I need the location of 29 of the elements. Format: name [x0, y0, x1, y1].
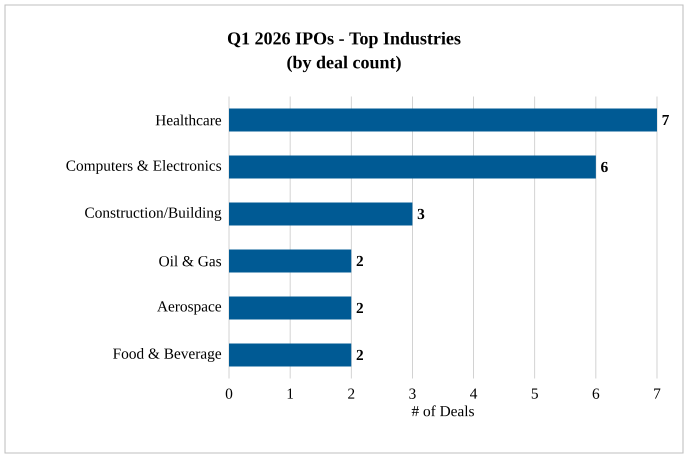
- y-tick-label: Construction/Building: [85, 207, 222, 221]
- data-label: 6: [601, 162, 608, 172]
- x-tick-label: 7: [654, 388, 660, 399]
- y-tick-label: Food & Beverage: [113, 348, 222, 362]
- bar: [229, 343, 352, 366]
- data-label: 2: [356, 350, 363, 360]
- bar: [229, 296, 352, 320]
- y-tick-label: Computers & Electronics: [66, 160, 222, 174]
- data-label: 2: [356, 256, 363, 266]
- data-label: 7: [662, 114, 669, 126]
- bar: [229, 249, 352, 272]
- bar: [229, 155, 596, 178]
- x-tick-label: 2: [348, 388, 354, 399]
- data-label: 3: [418, 208, 424, 220]
- x-axis-title: # of Deals: [412, 405, 474, 416]
- x-tick-label: 5: [532, 388, 538, 399]
- x-tick-label: 3: [409, 388, 416, 399]
- chart-title: Q1 2026 IPOs - Top Industries: [228, 32, 460, 48]
- data-label: 2: [356, 302, 363, 314]
- chart-subtitle: (by deal count): [287, 56, 401, 72]
- x-tick-label: 1: [288, 388, 294, 399]
- y-tick-label: Oil & Gas: [159, 256, 222, 266]
- x-tick-label: 4: [470, 388, 478, 399]
- x-tick-label: 6: [592, 388, 600, 399]
- y-tick-label: Healthcare: [156, 114, 222, 126]
- x-tick-label: 0: [226, 388, 232, 399]
- y-tick-label: Aerospace: [157, 301, 222, 315]
- bar: [229, 202, 412, 226]
- bar: [229, 108, 657, 132]
